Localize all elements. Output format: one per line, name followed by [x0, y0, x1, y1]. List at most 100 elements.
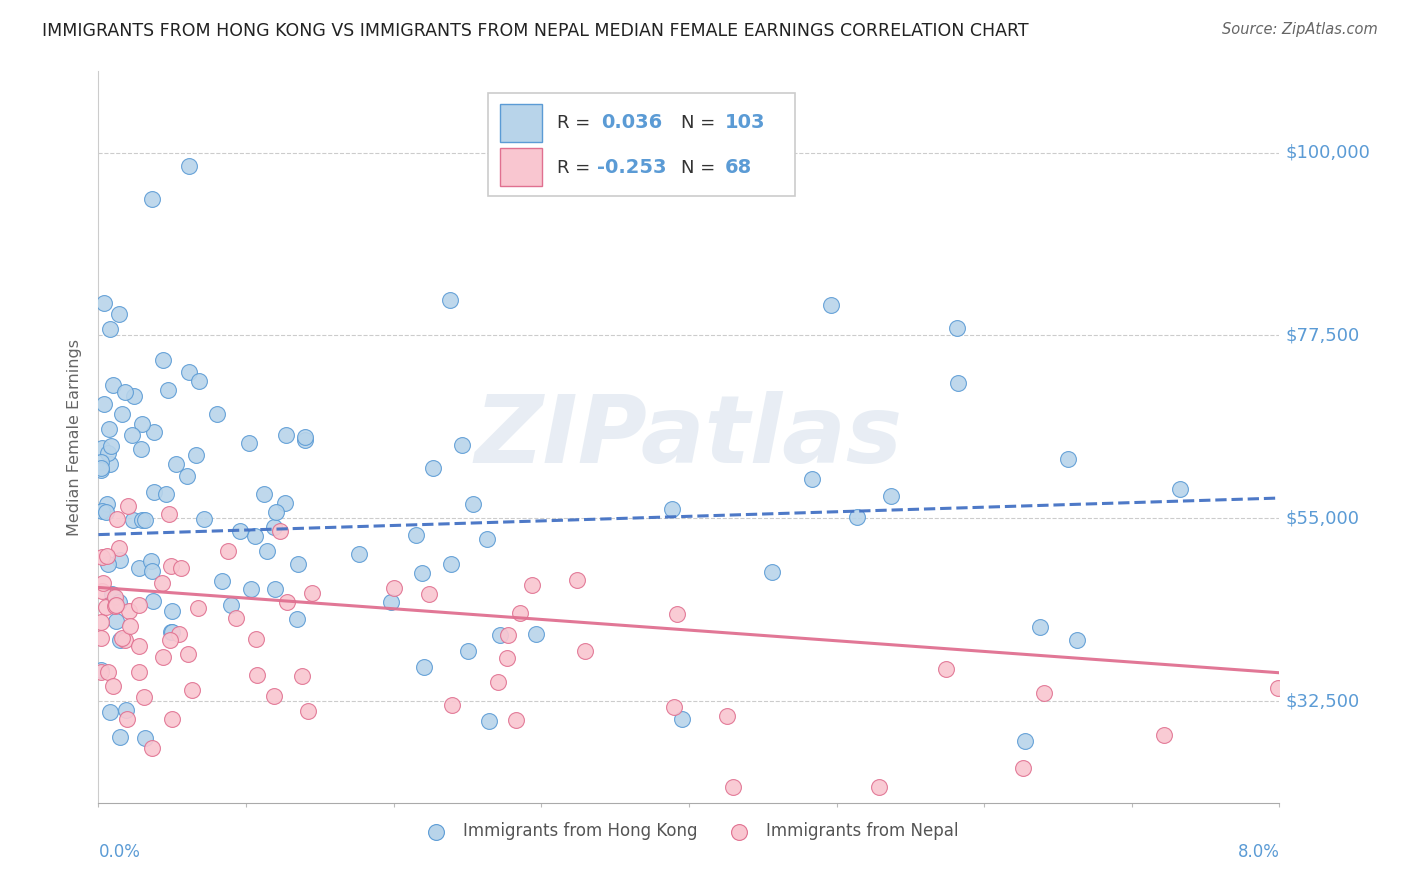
- Point: [159, 632, 181, 647]
- Point: [104, 591, 127, 605]
- Point: [1056, 451, 1078, 466]
- Point: [245, 632, 267, 647]
- Point: [128, 639, 150, 653]
- Point: [256, 543, 278, 558]
- Point: [671, 712, 693, 726]
- Point: [439, 293, 461, 308]
- Point: [665, 607, 688, 621]
- Text: $32,500: $32,500: [1285, 692, 1360, 710]
- Point: [150, 576, 173, 591]
- Point: [159, 559, 181, 574]
- Point: [141, 740, 163, 755]
- Point: [108, 553, 131, 567]
- Point: [461, 497, 484, 511]
- Point: [91, 441, 114, 455]
- Point: [90, 615, 112, 630]
- Point: [90, 663, 112, 677]
- Point: [177, 647, 200, 661]
- Point: [294, 433, 316, 447]
- Point: [128, 598, 150, 612]
- Point: [108, 594, 131, 608]
- Text: -0.253: -0.253: [596, 159, 666, 178]
- Point: [152, 649, 174, 664]
- Point: [131, 417, 153, 431]
- Y-axis label: Median Female Earnings: Median Female Earnings: [67, 339, 83, 535]
- Point: [1153, 728, 1175, 742]
- Point: [162, 604, 184, 618]
- Text: ZIPatlas: ZIPatlas: [475, 391, 903, 483]
- Point: [101, 679, 124, 693]
- Point: [187, 601, 209, 615]
- Text: N =: N =: [681, 159, 714, 177]
- Point: [565, 573, 588, 587]
- Point: [129, 442, 152, 456]
- Point: [496, 651, 519, 665]
- Text: R =: R =: [557, 159, 591, 177]
- Point: [488, 628, 510, 642]
- Point: [94, 505, 117, 519]
- Point: [176, 469, 198, 483]
- Point: [118, 604, 141, 618]
- Point: [111, 407, 134, 421]
- Text: 68: 68: [724, 159, 752, 178]
- Point: [221, 598, 243, 612]
- Point: [91, 549, 114, 564]
- Point: [1168, 483, 1191, 497]
- Point: [800, 472, 823, 486]
- Point: [664, 700, 686, 714]
- Point: [451, 438, 474, 452]
- Text: Source: ZipAtlas.com: Source: ZipAtlas.com: [1222, 22, 1378, 37]
- Point: [291, 668, 314, 682]
- Point: [264, 505, 287, 519]
- Point: [187, 374, 209, 388]
- Point: [100, 587, 122, 601]
- Point: [287, 557, 309, 571]
- Point: [117, 499, 139, 513]
- Point: [486, 675, 509, 690]
- Point: [96, 497, 118, 511]
- Point: [160, 624, 183, 639]
- Text: R =: R =: [557, 113, 591, 131]
- Point: [96, 600, 118, 615]
- Point: [104, 599, 127, 613]
- Point: [820, 298, 842, 312]
- Point: [167, 627, 190, 641]
- Point: [1032, 686, 1054, 700]
- Point: [1014, 734, 1036, 748]
- Point: [1267, 681, 1289, 696]
- Point: [111, 631, 134, 645]
- Point: [107, 307, 129, 321]
- Point: [382, 581, 405, 595]
- Text: 0.0%: 0.0%: [98, 843, 141, 861]
- Point: [205, 407, 228, 421]
- Text: N =: N =: [681, 113, 714, 131]
- Text: $100,000: $100,000: [1285, 144, 1371, 161]
- Point: [128, 665, 150, 680]
- Point: [96, 549, 118, 563]
- Point: [141, 553, 163, 567]
- Point: [97, 665, 120, 679]
- Point: [108, 541, 131, 555]
- Point: [301, 586, 323, 600]
- Point: [105, 598, 128, 612]
- Point: [509, 606, 531, 620]
- Point: [246, 667, 269, 681]
- Legend: Immigrants from Hong Kong, Immigrants from Nepal: Immigrants from Hong Kong, Immigrants fr…: [413, 816, 965, 847]
- Point: [274, 496, 297, 510]
- Point: [845, 510, 868, 524]
- Point: [98, 321, 121, 335]
- Point: [1066, 632, 1088, 647]
- Point: [574, 644, 596, 658]
- Point: [142, 594, 165, 608]
- Point: [243, 529, 266, 543]
- Point: [121, 428, 143, 442]
- Point: [162, 713, 184, 727]
- Point: [457, 643, 479, 657]
- Point: [661, 502, 683, 516]
- Point: [93, 296, 115, 310]
- Point: [413, 660, 436, 674]
- Text: 8.0%: 8.0%: [1237, 843, 1279, 861]
- Point: [134, 690, 156, 705]
- Point: [211, 574, 233, 589]
- Point: [868, 780, 890, 794]
